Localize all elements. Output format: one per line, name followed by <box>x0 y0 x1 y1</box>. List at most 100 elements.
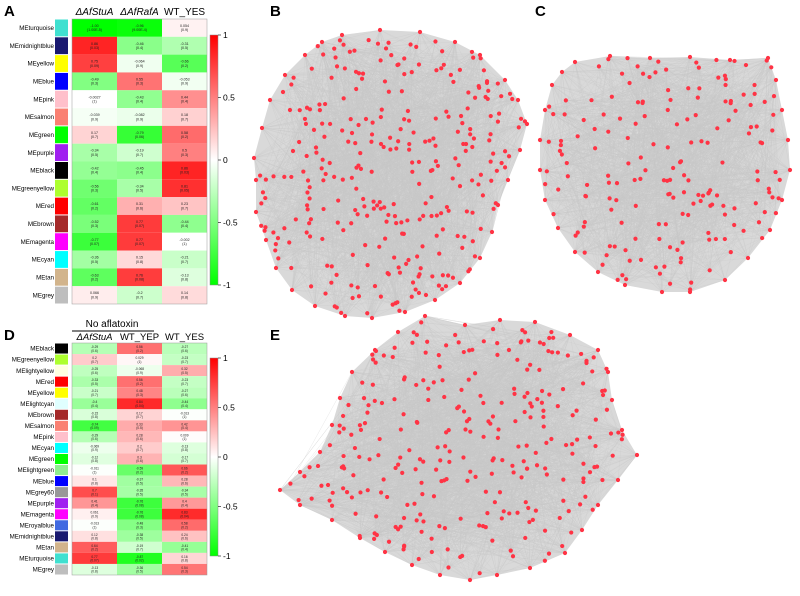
module-color-swatch <box>55 376 68 387</box>
network-node <box>457 280 463 286</box>
panel-letter-a: A <box>4 3 15 20</box>
network-node <box>446 273 451 278</box>
row-label: MEturquoise <box>19 25 54 32</box>
cell-pvalue: (1) <box>92 99 96 103</box>
column-header: ΔAfStuA <box>75 7 114 18</box>
network-node <box>488 159 493 164</box>
heatmap-cell <box>72 250 117 269</box>
heatmap-cell <box>117 486 162 498</box>
cell-pvalue: (0.2) <box>91 278 98 282</box>
network-node <box>392 255 397 260</box>
cell-pvalue: (0.6) <box>91 349 98 353</box>
network-node <box>305 190 310 195</box>
heatmap-cell <box>117 497 162 509</box>
network-edge <box>260 48 335 226</box>
cell-correlation: -0.59 <box>136 466 143 470</box>
network-node <box>405 108 411 114</box>
network-node <box>495 81 500 86</box>
network-node <box>271 174 276 179</box>
cell-correlation: 0.56 <box>136 345 142 349</box>
network-node <box>388 147 393 152</box>
heatmap-cell <box>162 268 207 287</box>
network-edge <box>269 99 308 210</box>
cell-pvalue: (0.4) <box>181 548 188 552</box>
cell-pvalue: (0.7) <box>91 393 98 397</box>
network-node <box>369 132 375 137</box>
cell-correlation: 0.24 <box>181 533 187 537</box>
cell-pvalue: (0.03) <box>180 171 189 175</box>
row-label: MEtan <box>36 274 54 281</box>
network-node <box>448 72 453 77</box>
network-edge <box>442 51 498 84</box>
heatmap-cell <box>162 72 207 91</box>
network-node <box>386 89 391 94</box>
network-edge <box>339 40 484 71</box>
cell-correlation: -0.37 <box>136 478 143 482</box>
cell-pvalue: (0.08) <box>135 514 143 518</box>
heatmap-cell <box>162 54 207 73</box>
network-node <box>307 234 313 239</box>
network-edge <box>418 276 461 284</box>
network-node <box>321 52 326 57</box>
heatmap-cell <box>117 552 162 564</box>
heatmap-cell <box>117 475 162 487</box>
network-edge <box>504 79 513 100</box>
network-node <box>406 257 411 263</box>
cell-pvalue: (0.8) <box>91 481 98 485</box>
network-edge <box>349 51 474 58</box>
network-node <box>440 273 445 278</box>
heatmap-cell <box>162 387 207 399</box>
cell-correlation: -0.011 <box>90 466 99 470</box>
cell-correlation: -0.069 <box>90 444 99 448</box>
heatmap-cell <box>162 343 207 355</box>
panel-letter-d: D <box>4 327 15 344</box>
module-color-swatch <box>55 564 68 575</box>
heatmap-cell <box>162 398 207 410</box>
network-node <box>410 169 415 174</box>
module-color-swatch <box>55 37 68 55</box>
heatmap-cell <box>72 519 117 531</box>
network-node <box>305 178 311 183</box>
network-node <box>481 68 487 73</box>
cell-pvalue: (0.5) <box>181 46 188 50</box>
heatmap-cell <box>72 197 117 215</box>
network-node <box>349 175 354 180</box>
cell-correlation: -0.38 <box>136 533 143 537</box>
network-node <box>471 55 476 60</box>
network-node <box>396 265 401 270</box>
network-node <box>421 213 426 218</box>
module-color-swatch <box>55 233 68 251</box>
network-node <box>499 94 504 99</box>
network-node <box>260 190 266 195</box>
network-node <box>406 118 412 123</box>
network-node <box>307 196 312 201</box>
module-color-swatch <box>55 215 68 233</box>
cell-pvalue: (0.2) <box>181 64 188 68</box>
heatmap-cell <box>72 442 117 454</box>
cell-correlation: 0.15 <box>136 256 143 260</box>
heatmap-cell <box>162 161 207 180</box>
network-node <box>329 264 334 269</box>
network-node <box>307 221 312 226</box>
row-label: MEsalmon <box>25 114 55 121</box>
network-edge <box>262 68 346 193</box>
heatmap-cell <box>117 541 162 553</box>
colorbar-d: 10.50-0.5-1 <box>209 353 238 561</box>
cell-pvalue: (0.3) <box>136 526 143 530</box>
network-node <box>411 130 416 135</box>
cell-pvalue: (0.3) <box>181 570 188 574</box>
network-node <box>395 62 400 68</box>
network-node <box>451 79 456 84</box>
cell-pvalue: (0.07) <box>90 559 98 563</box>
network-node <box>329 280 334 285</box>
module-color-swatch <box>55 553 68 564</box>
cell-pvalue: (0.4) <box>181 99 188 103</box>
module-color-swatch <box>55 343 68 354</box>
network-node <box>334 64 340 69</box>
network-node <box>400 231 405 236</box>
heatmap-cell <box>72 214 117 233</box>
row-label: MEmidnightblue <box>10 43 55 50</box>
network-node <box>394 146 399 151</box>
network-node <box>434 233 439 238</box>
network-node <box>457 184 463 189</box>
